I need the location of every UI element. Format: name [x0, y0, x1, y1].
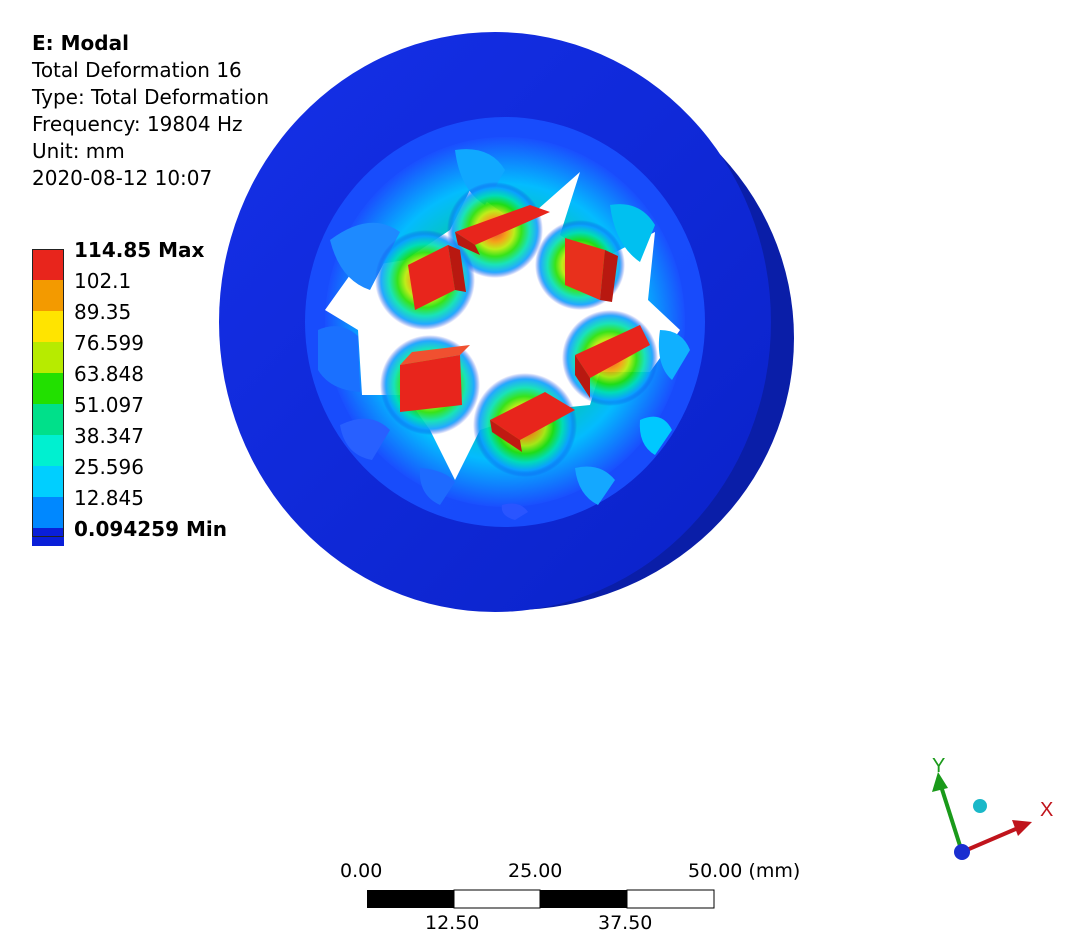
legend-label: 12.845 [74, 486, 144, 510]
legend-entry: 102.1 [32, 269, 292, 311]
tooth-3 [375, 230, 475, 330]
x-axis-arrowhead [1012, 820, 1032, 836]
scale-label: 12.50 [425, 912, 480, 934]
view-center-marker [973, 799, 987, 813]
legend-label: 114.85 Max [74, 238, 205, 262]
legend-swatch [32, 342, 64, 373]
legend-entry: 63.848 [32, 362, 292, 404]
legend-entry: 114.85 Max [32, 238, 292, 280]
result-name: Total Deformation 16 [32, 58, 242, 82]
rotor-opening [305, 117, 705, 527]
legend-entry: 76.599 [32, 331, 292, 373]
scale-label: 50.00 (mm) [688, 860, 801, 882]
scale-segment [540, 890, 627, 908]
legend-swatch [32, 404, 64, 435]
tooth-1 [447, 182, 550, 278]
legend-entry: 89.35 [32, 300, 292, 342]
legend-swatch [32, 497, 64, 528]
result-timestamp: 2020-08-12 10:07 [32, 166, 213, 190]
scale-segment [367, 890, 454, 908]
analysis-title: E: Modal [32, 31, 129, 55]
tooth-4 [562, 310, 658, 406]
legend-label: 63.848 [74, 362, 144, 386]
scale-label: 0.00 [340, 860, 383, 882]
legend-entry: 0.094259 Min [32, 517, 292, 550]
legend-label: 25.596 [74, 455, 144, 479]
result-frequency: Frequency: 19804 Hz [32, 112, 243, 136]
tooth-6 [473, 373, 577, 477]
legend-swatch [32, 466, 64, 497]
x-axis-label: X [1040, 799, 1053, 821]
z-axis-marker [954, 844, 970, 860]
legend-swatch [32, 311, 64, 342]
legend-swatch [32, 280, 64, 311]
legend-swatch [32, 373, 64, 404]
legend-entry: 12.845 [32, 486, 292, 528]
y-axis-arrow [938, 782, 964, 853]
tooth-5 [380, 335, 480, 435]
y-axis-label: Y [932, 755, 945, 777]
legend-swatch [32, 435, 64, 466]
scale-label: 37.50 [598, 912, 653, 934]
legend-label: 76.599 [74, 331, 144, 355]
result-info: E: Modal Total Deformation 16 Type: Tota… [32, 30, 269, 192]
legend-swatch [32, 528, 64, 546]
legend-swatch [32, 249, 64, 280]
scale-label: 25.00 [508, 860, 563, 882]
tooth-2 [535, 220, 625, 310]
legend-label: 89.35 [74, 300, 132, 324]
legend-entry: 38.347 [32, 424, 292, 466]
result-type: Type: Total Deformation [32, 85, 270, 109]
legend-entry: 51.097 [32, 393, 292, 435]
x-axis-arrow [961, 826, 1019, 854]
result-unit: Unit: mm [32, 139, 125, 163]
legend-entry: 25.596 [32, 455, 292, 497]
legend-label: 0.094259 Min [74, 517, 227, 541]
y-axis-arrowhead [932, 772, 948, 792]
legend-label: 102.1 [74, 269, 132, 293]
scale-segment [626, 889, 715, 909]
legend-label: 38.347 [74, 424, 144, 448]
legend-label: 51.097 [74, 393, 144, 417]
